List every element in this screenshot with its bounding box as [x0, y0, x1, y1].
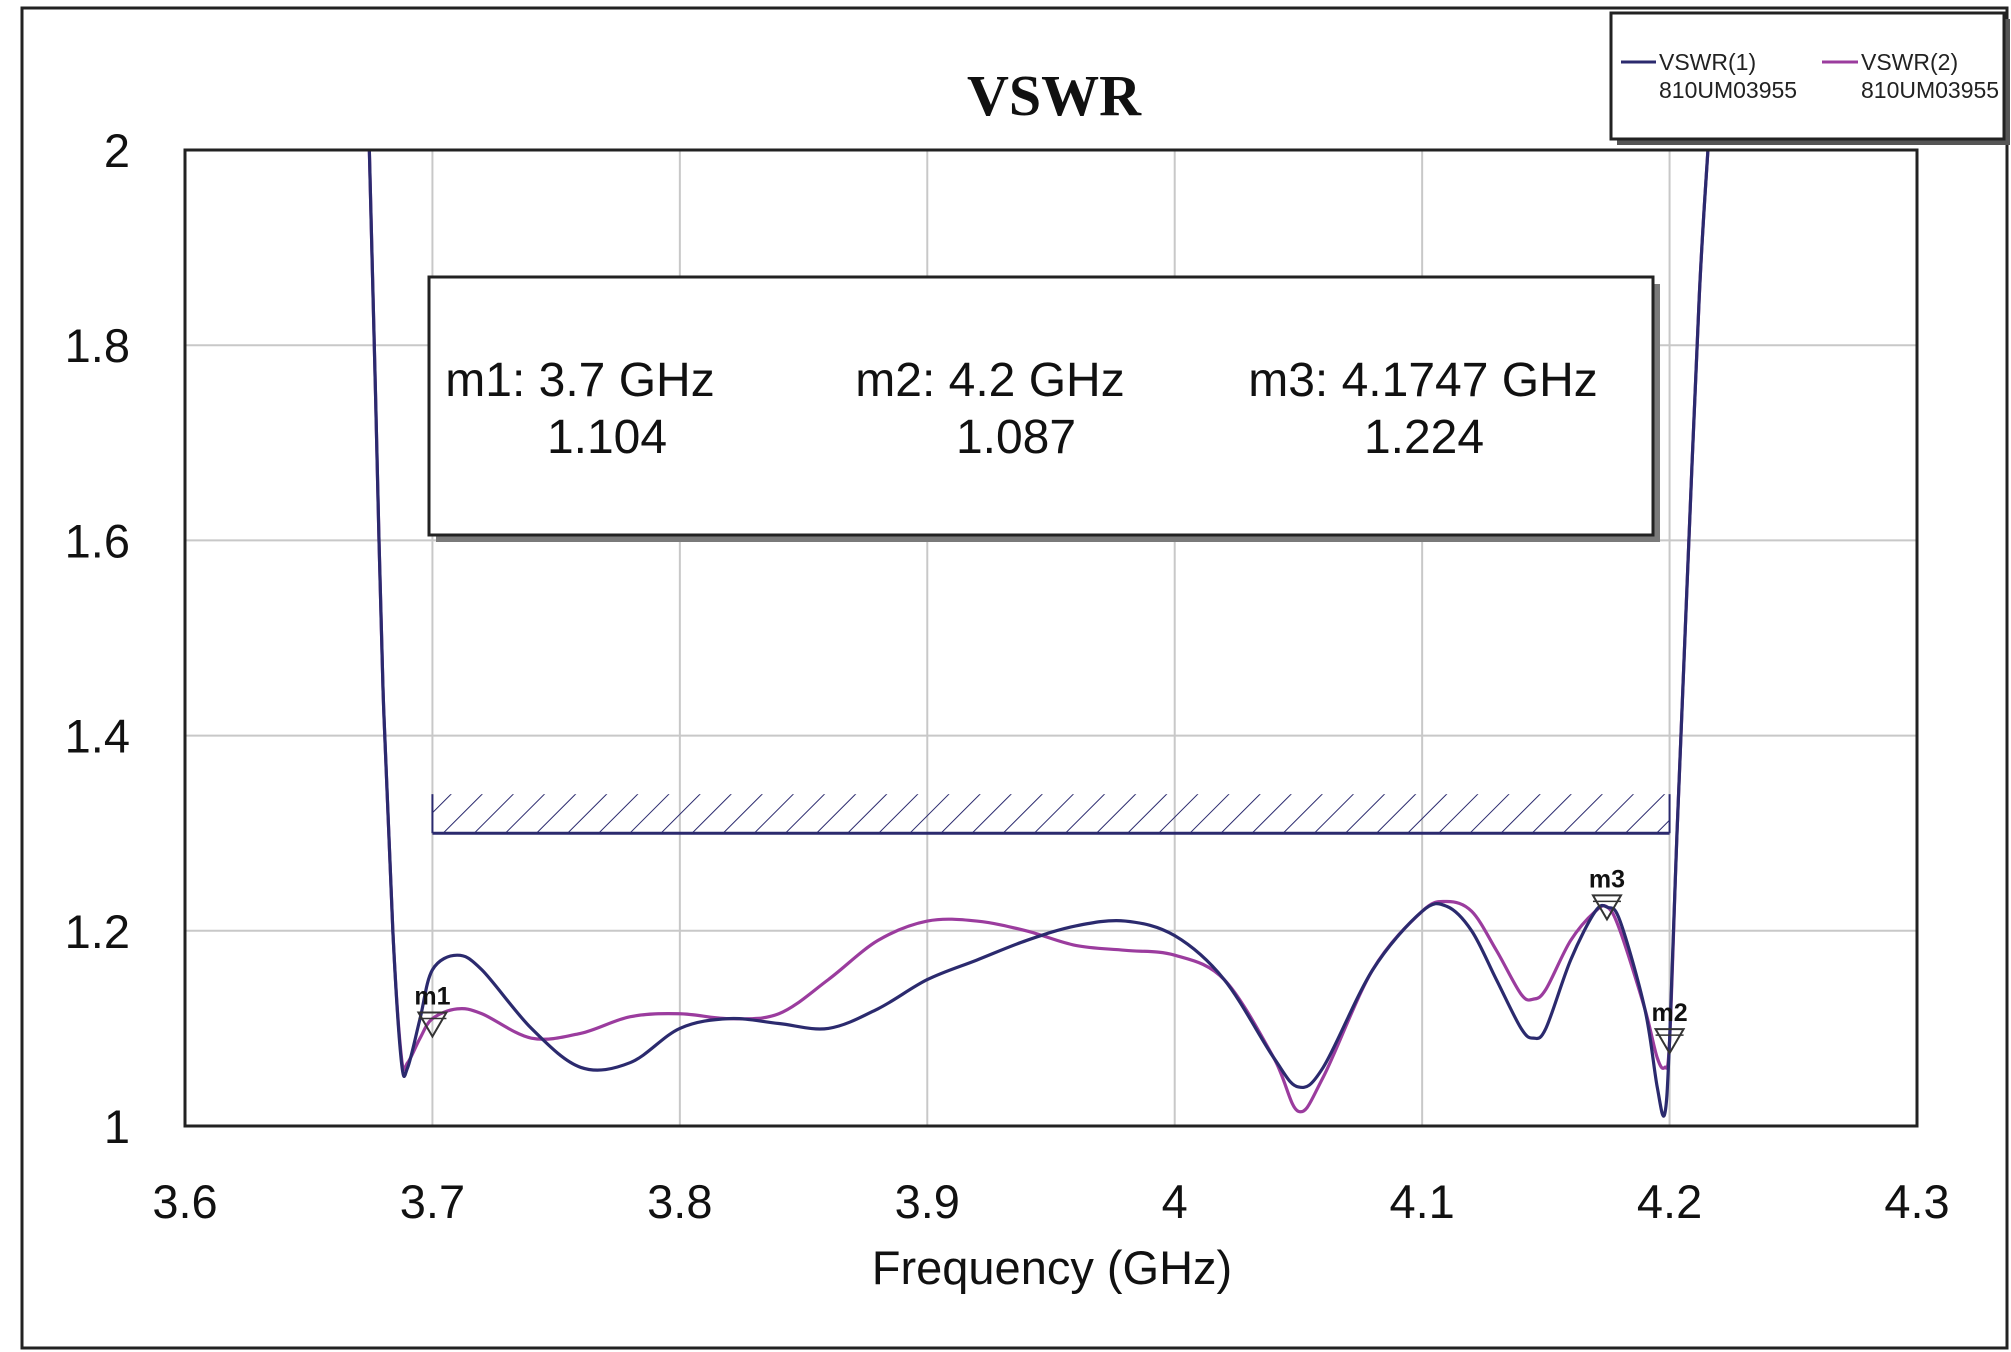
- x-tick-label: 3.7: [400, 1175, 465, 1228]
- marker-label: m3: [1589, 865, 1625, 893]
- x-tick-label: 4.3: [1884, 1175, 1949, 1228]
- x-tick-labels: 3.6 3.7 3.8 3.9 4 4.1 4.2 4.3: [152, 1175, 1949, 1228]
- marker-m1: m1: [414, 982, 451, 1039]
- marker-table-m3-line1: m3: 4.1747 GHz: [1248, 354, 1598, 407]
- marker-table: m1: 3.7 GHz 1.104 m2: 4.2 GHz 1.087 m3: …: [427, 275, 1660, 542]
- x-tick-label: 4.2: [1637, 1175, 1702, 1228]
- marker-triangle: [1653, 1028, 1686, 1056]
- y-tick-labels: 1 1.2 1.4 1.6 1.8 2: [65, 124, 130, 1153]
- plot-area-border: [183, 148, 1919, 1128]
- outer-border: [20, 6, 2009, 1350]
- y-tick-label: 1.2: [65, 905, 130, 958]
- y-tick-label: 1.8: [65, 319, 130, 372]
- marker-table-m1-line2: 1.104: [547, 411, 667, 464]
- legend-box: [1609, 11, 2006, 141]
- marker-table-box: [427, 275, 1655, 537]
- y-tick-label: 1.6: [65, 514, 130, 567]
- spec-band-hatch: [432, 794, 1670, 834]
- x-tick-label: 4.1: [1389, 1175, 1454, 1228]
- legend-label-vswr1: VSWR(1): [1659, 49, 1756, 75]
- x-tick-label: 3.6: [152, 1175, 217, 1228]
- marker-label: m1: [414, 982, 450, 1010]
- marker-triangle: [416, 1011, 449, 1039]
- legend-sublabel-vswr1: 810UM03955: [1659, 77, 1797, 103]
- marker-table-m2-line2: 1.087: [956, 411, 1076, 464]
- marker-table-m1-line1: m1: 3.7 GHz: [445, 354, 714, 407]
- x-tick-label: 4: [1162, 1175, 1188, 1228]
- chart-title: VSWR: [967, 63, 1142, 128]
- x-tick-label: 3.9: [895, 1175, 960, 1228]
- legend-label-vswr2: VSWR(2): [1861, 49, 1958, 75]
- x-tick-label: 3.8: [647, 1175, 712, 1228]
- marker-triangle: [1591, 894, 1623, 922]
- marker-table-m3-line2: 1.224: [1364, 411, 1484, 464]
- y-tick-label: 1: [104, 1100, 130, 1153]
- spec-band: [431, 794, 1671, 835]
- legend-sublabel-vswr2: 810UM03955: [1861, 77, 1999, 103]
- marker-label: m2: [1652, 999, 1688, 1027]
- legend: VSWR(1) 810UM03955 VSWR(2) 810UM03955: [1609, 11, 2010, 145]
- marker-m2: m2: [1652, 999, 1688, 1056]
- y-tick-label: 2: [104, 124, 130, 177]
- marker-table-m2-line1: m2: 4.2 GHz: [855, 354, 1124, 407]
- marker-m3: m3: [1589, 865, 1625, 922]
- y-tick-label: 1.4: [65, 710, 130, 763]
- x-axis-label: Frequency (GHz): [872, 1241, 1232, 1294]
- markers: m1 m2 m3: [414, 865, 1688, 1056]
